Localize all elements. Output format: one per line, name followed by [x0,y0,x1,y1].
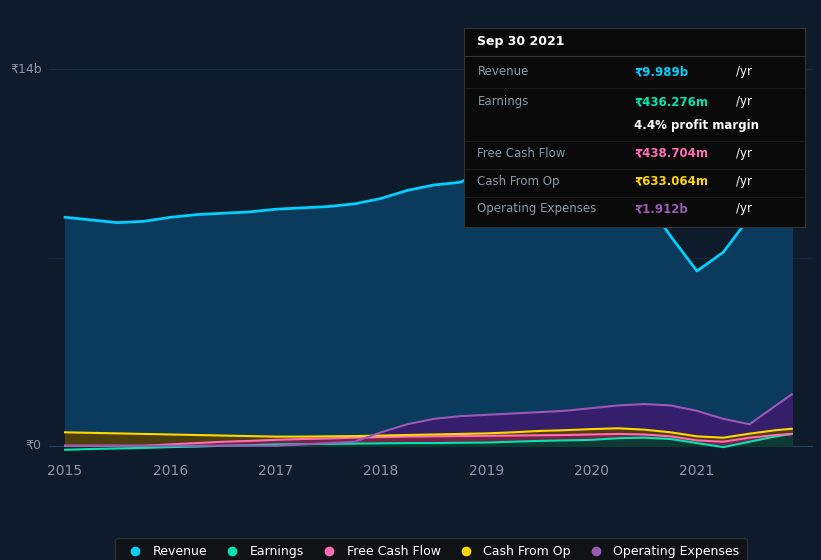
Text: 4.4% profit margin: 4.4% profit margin [635,119,759,132]
Text: Free Cash Flow: Free Cash Flow [478,147,566,160]
Text: ₹0: ₹0 [25,439,42,452]
Text: ₹14b: ₹14b [10,63,42,76]
Text: /yr: /yr [736,202,752,216]
Text: Revenue: Revenue [478,65,529,78]
Text: ₹436.276m: ₹436.276m [635,95,709,108]
Text: Cash From Op: Cash From Op [478,175,560,188]
Legend: Revenue, Earnings, Free Cash Flow, Cash From Op, Operating Expenses: Revenue, Earnings, Free Cash Flow, Cash … [115,538,747,560]
Text: ₹1.912b: ₹1.912b [635,202,688,216]
Text: Earnings: Earnings [478,95,529,108]
Text: /yr: /yr [736,65,752,78]
Text: /yr: /yr [736,175,752,188]
Text: Sep 30 2021: Sep 30 2021 [478,35,565,48]
Text: Operating Expenses: Operating Expenses [478,202,597,216]
Text: /yr: /yr [736,95,752,108]
Text: ₹9.989b: ₹9.989b [635,65,688,78]
Text: ₹633.064m: ₹633.064m [635,175,709,188]
Text: /yr: /yr [736,147,752,160]
Text: ₹438.704m: ₹438.704m [635,147,709,160]
